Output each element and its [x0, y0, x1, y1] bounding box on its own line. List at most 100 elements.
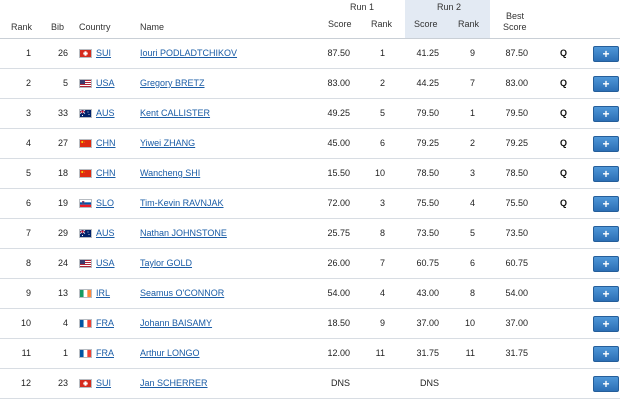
country-link[interactable]: FRA	[96, 348, 114, 358]
flag-icon	[79, 379, 92, 388]
run1-score-cell: 45.00	[327, 138, 350, 148]
run2-score-cell: 73.50	[416, 228, 439, 238]
run2-rank-cell: 9	[469, 48, 475, 58]
run1-rank-cell: 11	[375, 348, 385, 358]
rank-cell: 8	[25, 258, 31, 268]
best-score-cell: 75.50	[505, 198, 528, 208]
run1-rank-cell: 10	[374, 168, 385, 178]
rank-cell: 7	[25, 228, 31, 238]
expand-row-button[interactable]: +	[593, 346, 619, 362]
athlete-name-link[interactable]: Jan SCHERRER	[140, 378, 208, 388]
country-link[interactable]: FRA	[96, 318, 114, 328]
run2-score-cell: 75.50	[416, 198, 439, 208]
country-link[interactable]: CHN	[96, 168, 116, 178]
athlete-name-link[interactable]: Nathan JOHNSTONE	[140, 228, 227, 238]
expand-row-button[interactable]: +	[593, 136, 619, 152]
run2-rank-cell: 7	[469, 78, 475, 88]
expand-row-button[interactable]: +	[593, 286, 619, 302]
bib-cell: 19	[57, 198, 68, 208]
athlete-name-link[interactable]: Iouri PODLADTCHIKOV	[140, 48, 238, 58]
athlete-name-link[interactable]: Tim-Kevin RAVNJAK	[140, 198, 224, 208]
flag-icon	[79, 229, 92, 238]
flag-icon	[79, 169, 92, 178]
run1-rank-cell: 8	[379, 228, 385, 238]
flag-icon	[79, 79, 92, 88]
flag-icon	[79, 289, 92, 298]
country-link[interactable]: IRL	[96, 288, 111, 298]
header-country: Country	[79, 22, 111, 32]
run1-rank-cell: 4	[379, 288, 385, 298]
bib-cell: 33	[57, 108, 68, 118]
table-row: 12 23 SUI Jan SCHERRER DNS DNS +	[0, 369, 620, 399]
expand-row-button[interactable]: +	[593, 46, 619, 62]
table-row: 8 24 USA Taylor GOLD 26.00 7 60.75 6 60.75 +	[0, 249, 620, 279]
header-run1-rank: Rank	[371, 19, 393, 29]
run2-score-cell: 43.00	[416, 288, 439, 298]
header-run1-score: Score	[328, 19, 352, 29]
country-link[interactable]: CHN	[96, 138, 116, 148]
header-run1: Run 1	[350, 2, 375, 12]
flag-icon	[79, 139, 92, 148]
run1-rank-cell: 9	[379, 318, 385, 328]
expand-row-button[interactable]: +	[593, 376, 619, 392]
expand-row-button[interactable]: +	[593, 196, 619, 212]
qualified-badge: Q	[560, 138, 568, 148]
header-best-score: Score	[503, 22, 527, 32]
best-score-cell: 83.00	[505, 78, 528, 88]
athlete-name-link[interactable]: Yiwei ZHANG	[140, 138, 196, 148]
country-link[interactable]: AUS	[96, 108, 115, 118]
table-row: 2 5 USA Gregory BRETZ 83.00 2 44.25 7 83.00 Q +	[0, 69, 620, 99]
best-score-cell: 78.50	[505, 168, 528, 178]
row-divider	[0, 248, 620, 249]
run2-header-band	[405, 14, 490, 38]
bib-cell: 24	[57, 258, 68, 268]
row-divider	[0, 68, 620, 69]
run2-rank-cell: 5	[469, 228, 475, 238]
header-run2: Run 2	[437, 2, 462, 12]
row-divider	[0, 98, 620, 99]
run2-rank-cell: 6	[469, 258, 475, 268]
country-link[interactable]: USA	[96, 78, 115, 88]
table-row: 3 33 AUS Kent CALLISTER 49.25 5 79.50 1 79.50 Q +	[0, 99, 620, 129]
header-run2-score: Score	[414, 19, 438, 29]
bib-cell: 5	[62, 78, 68, 88]
athlete-name-link[interactable]: Kent CALLISTER	[140, 108, 211, 118]
run2-score-cell: 79.25	[416, 138, 439, 148]
bib-cell: 26	[57, 48, 68, 58]
header-rank: Rank	[11, 22, 33, 32]
country-link[interactable]: USA	[96, 258, 115, 268]
run1-score-cell: 54.00	[327, 288, 350, 298]
row-divider	[0, 218, 620, 219]
run1-rank-cell: 1	[379, 48, 385, 58]
athlete-name-link[interactable]: Wancheng SHI	[140, 168, 201, 178]
qualified-badge: Q	[560, 108, 568, 118]
athlete-name-link[interactable]: Seamus O'CONNOR	[140, 288, 225, 298]
expand-row-button[interactable]: +	[593, 76, 619, 92]
athlete-name-link[interactable]: Gregory BRETZ	[140, 78, 205, 88]
row-divider	[0, 338, 620, 339]
expand-row-button[interactable]: +	[593, 316, 619, 332]
row-divider	[0, 188, 620, 189]
athlete-name-link[interactable]: Johann BAISAMY	[140, 318, 213, 328]
run2-rank-cell: 4	[469, 198, 475, 208]
header-run2-rank: Rank	[458, 19, 480, 29]
expand-row-button[interactable]: +	[593, 256, 619, 272]
country-link[interactable]: SUI	[96, 378, 112, 388]
table-row: 1 26 SUI Iouri PODLADTCHIKOV 87.50 1 41.25 9 87.…	[0, 39, 620, 69]
athlete-name-link[interactable]: Taylor GOLD	[140, 258, 193, 268]
country-link[interactable]: SUI	[96, 48, 112, 58]
run2-rank-cell: 3	[469, 168, 475, 178]
expand-row-button[interactable]: +	[593, 226, 619, 242]
bib-cell: 23	[57, 378, 68, 388]
header-divider	[0, 38, 620, 39]
expand-row-button[interactable]: +	[593, 166, 619, 182]
row-divider	[0, 278, 620, 279]
table-row: 7 29 AUS Nathan JOHNSTONE 25.75 8 73.50 5 73.50 +	[0, 219, 620, 249]
rank-cell: 6	[25, 198, 31, 208]
country-link[interactable]: AUS	[96, 228, 115, 238]
country-link[interactable]: SLO	[96, 198, 115, 208]
best-score-cell: 73.50	[505, 228, 528, 238]
run1-rank-cell: 3	[379, 198, 385, 208]
athlete-name-link[interactable]: Arthur LONGO	[140, 348, 200, 358]
expand-row-button[interactable]: +	[593, 106, 619, 122]
